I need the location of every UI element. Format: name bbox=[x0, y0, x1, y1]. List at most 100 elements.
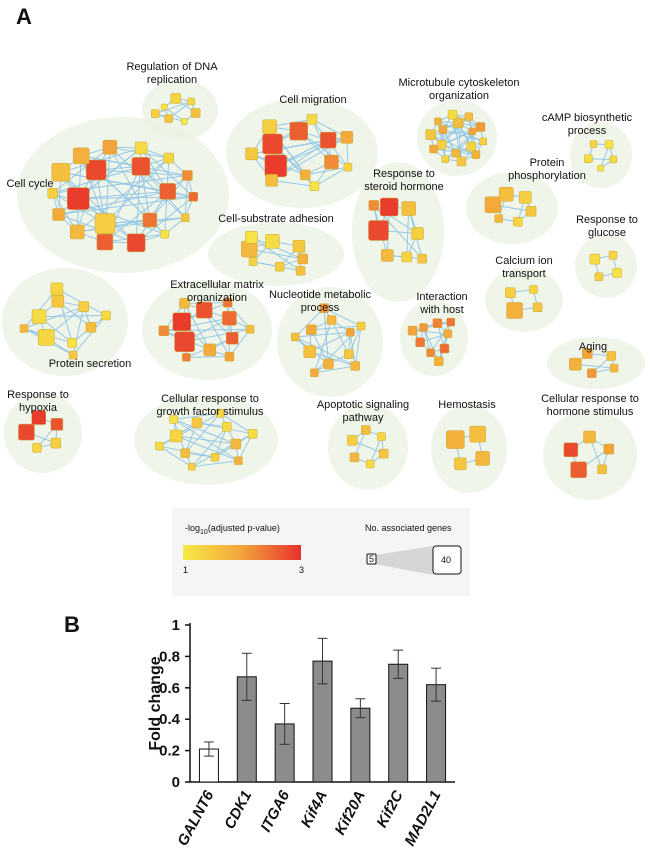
gene-node bbox=[439, 343, 450, 354]
gene-node bbox=[245, 230, 258, 244]
network-edge bbox=[184, 412, 221, 454]
gene-node bbox=[188, 192, 198, 202]
gene-node bbox=[323, 358, 334, 370]
y-tick-label: 0.4 bbox=[159, 711, 181, 728]
cluster-c03: Microtubule cytoskeleton organization bbox=[398, 77, 520, 176]
gene-node bbox=[361, 425, 371, 435]
network-edge bbox=[173, 412, 221, 420]
gene-node bbox=[368, 200, 380, 211]
cluster-label-line: Extracellular matrix bbox=[170, 279, 264, 291]
cluster-label: Response to glucose bbox=[576, 214, 638, 239]
network-edge bbox=[191, 460, 239, 468]
gene-node bbox=[131, 157, 151, 176]
gene-node bbox=[446, 430, 465, 449]
gene-node bbox=[429, 144, 438, 154]
network-edge bbox=[305, 166, 349, 176]
cluster-label-line: replication bbox=[147, 74, 197, 86]
gene-node bbox=[265, 174, 278, 187]
x-tick-label: Kif4A bbox=[298, 788, 331, 831]
cluster-c10: Calcium ion transport bbox=[485, 255, 563, 332]
cluster-bubble bbox=[431, 405, 507, 493]
gene-node bbox=[101, 310, 111, 321]
gene-node bbox=[479, 137, 487, 146]
gene-node bbox=[155, 441, 164, 451]
gene-node bbox=[584, 154, 593, 163]
gene-node bbox=[609, 363, 619, 373]
gene-node bbox=[604, 140, 614, 149]
gene-node bbox=[597, 464, 607, 475]
gene-node bbox=[443, 329, 453, 338]
color-legend-max: 3 bbox=[299, 565, 304, 575]
gene-node bbox=[451, 148, 461, 158]
gene-node bbox=[164, 114, 173, 123]
gene-node bbox=[245, 324, 255, 334]
enrichment-network: Regulation of DNA replication Cell migrati… bbox=[2, 61, 645, 500]
network-edge bbox=[184, 303, 211, 351]
gene-node bbox=[67, 338, 77, 348]
network-edge bbox=[311, 325, 362, 331]
cluster-label-line: organization bbox=[429, 90, 489, 102]
gene-node bbox=[50, 418, 64, 431]
fold-change-bar-chart: 0 0.2 0.4 0.6 0.8 1 Fold change GALNT6 CDK1 ITGA6… bbox=[147, 617, 455, 849]
gene-node bbox=[222, 311, 237, 326]
cluster-c14: Interaction with host bbox=[400, 291, 468, 376]
gene-node bbox=[68, 350, 78, 360]
gene-node bbox=[425, 129, 437, 140]
cluster-label: Protein secretion bbox=[49, 358, 132, 370]
x-tick-label: MAD2L1 bbox=[401, 788, 444, 849]
gene-node bbox=[343, 349, 354, 360]
gene-node bbox=[134, 141, 148, 155]
cluster-label-line: Nucleotide metabolic bbox=[269, 289, 372, 301]
x-tick-label: GALNT6 bbox=[174, 787, 217, 849]
gene-node bbox=[222, 422, 232, 432]
network-edge bbox=[23, 288, 58, 329]
gene-node bbox=[319, 303, 329, 313]
network-edge bbox=[323, 308, 329, 364]
gene-node bbox=[126, 233, 146, 253]
network-edge bbox=[60, 171, 137, 244]
gene-node bbox=[494, 214, 503, 223]
cluster-c16: Response to hypoxia bbox=[4, 389, 82, 473]
gene-node bbox=[195, 301, 213, 319]
gene-node bbox=[452, 117, 464, 129]
network-edge bbox=[437, 120, 484, 142]
network-edge bbox=[109, 146, 151, 221]
gene-node bbox=[187, 97, 196, 106]
cluster-label-line: Calcium ion bbox=[495, 255, 552, 267]
cluster-label: Calcium ion transport bbox=[495, 255, 552, 280]
gene-node bbox=[434, 117, 442, 126]
gene-node bbox=[446, 317, 456, 327]
cluster-label: Aging bbox=[579, 341, 607, 353]
size-legend-max: 40 bbox=[441, 555, 451, 565]
cluster-label: Cellular response to growth factor stimul… bbox=[157, 393, 264, 418]
gene-node bbox=[222, 297, 233, 308]
cluster-label-line: hormone stimulus bbox=[547, 406, 634, 418]
gene-node bbox=[349, 452, 360, 463]
cluster-label: Extracellular matrix organization bbox=[170, 279, 264, 304]
gene-node bbox=[484, 196, 502, 214]
gene-node bbox=[419, 323, 428, 332]
gene-node bbox=[525, 205, 537, 217]
cluster-label-line: Apoptotic signaling bbox=[317, 399, 409, 411]
cluster-bubble bbox=[547, 337, 645, 389]
network-edge bbox=[313, 319, 333, 373]
gene-node bbox=[303, 345, 317, 358]
size-legend-wedge bbox=[375, 546, 433, 575]
gene-node bbox=[191, 417, 203, 429]
gene-node bbox=[182, 170, 193, 181]
gene-node bbox=[603, 443, 615, 455]
gene-node bbox=[583, 430, 596, 444]
cluster-label: Cell migration bbox=[279, 94, 346, 106]
gene-node bbox=[570, 461, 587, 479]
cluster-bubble bbox=[543, 410, 637, 500]
cluster-label: Cell-substrate adhesion bbox=[218, 213, 334, 225]
gene-node bbox=[50, 437, 62, 449]
network-edge bbox=[406, 208, 410, 258]
network-edge bbox=[438, 322, 452, 362]
network-edge bbox=[52, 146, 111, 194]
network-edge bbox=[271, 179, 315, 187]
gene-node bbox=[265, 234, 280, 249]
cluster-bubble bbox=[575, 234, 637, 298]
gene-node bbox=[163, 152, 175, 164]
gene-node bbox=[432, 318, 443, 328]
